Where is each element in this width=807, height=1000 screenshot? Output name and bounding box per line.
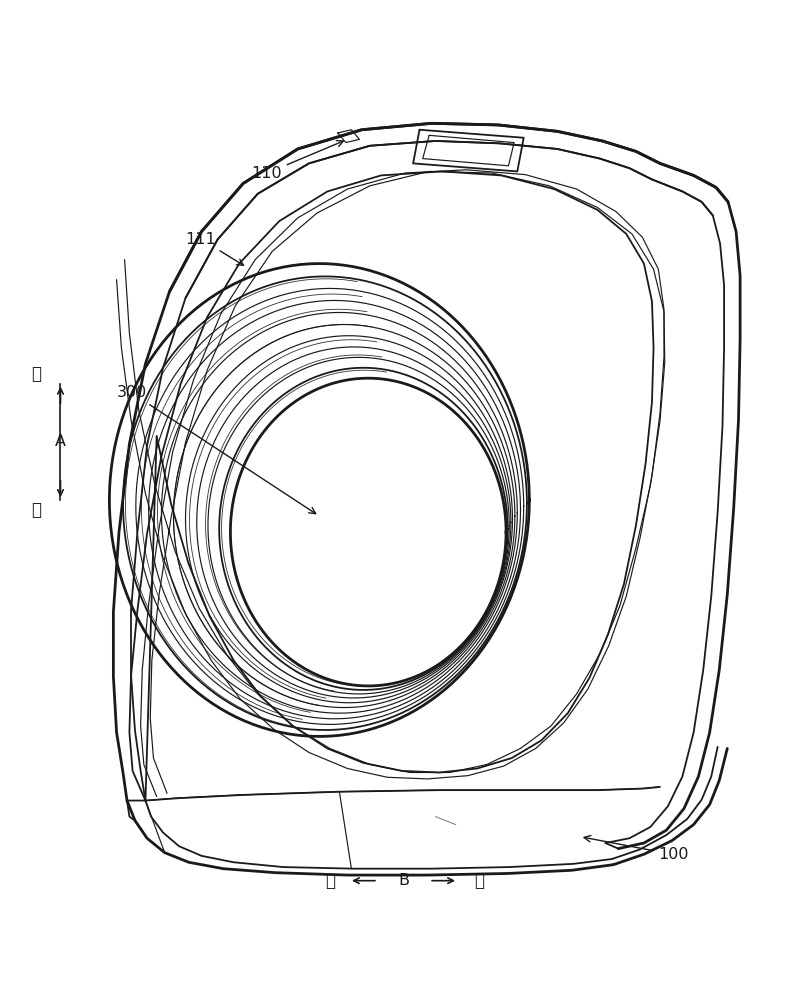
Text: 上: 上: [31, 365, 41, 383]
Text: 111: 111: [186, 232, 244, 265]
Text: B: B: [398, 873, 409, 888]
Text: A: A: [55, 434, 66, 449]
Text: 前: 前: [324, 872, 335, 890]
Text: 100: 100: [584, 835, 689, 862]
Text: 110: 110: [251, 141, 344, 181]
Text: 后: 后: [474, 872, 484, 890]
Text: 300: 300: [116, 385, 316, 514]
Text: 下: 下: [31, 501, 41, 519]
